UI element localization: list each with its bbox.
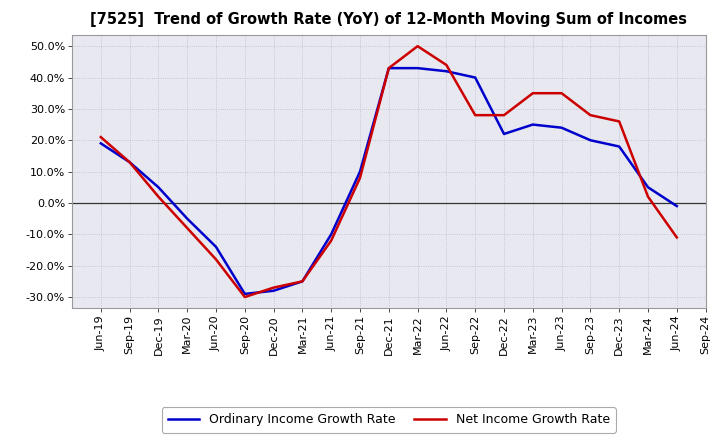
Ordinary Income Growth Rate [586, 138, 595, 143]
Ordinary Income Growth Rate [442, 69, 451, 74]
Net Income Growth Rate [125, 160, 134, 165]
Ordinary Income Growth Rate [500, 131, 508, 136]
Net Income Growth Rate [327, 238, 336, 243]
Net Income Growth Rate [557, 91, 566, 96]
Line: Net Income Growth Rate: Net Income Growth Rate [101, 46, 677, 297]
Ordinary Income Growth Rate [125, 160, 134, 165]
Net Income Growth Rate [183, 225, 192, 231]
Ordinary Income Growth Rate [212, 244, 220, 249]
Line: Ordinary Income Growth Rate: Ordinary Income Growth Rate [101, 68, 677, 294]
Ordinary Income Growth Rate [356, 169, 364, 174]
Ordinary Income Growth Rate [269, 288, 278, 293]
Net Income Growth Rate [586, 113, 595, 118]
Net Income Growth Rate [240, 294, 249, 300]
Ordinary Income Growth Rate [96, 141, 105, 146]
Net Income Growth Rate [269, 285, 278, 290]
Ordinary Income Growth Rate [471, 75, 480, 80]
Net Income Growth Rate [212, 257, 220, 262]
Net Income Growth Rate [356, 175, 364, 180]
Net Income Growth Rate [615, 119, 624, 124]
Ordinary Income Growth Rate [557, 125, 566, 130]
Ordinary Income Growth Rate [413, 66, 422, 71]
Net Income Growth Rate [644, 194, 652, 199]
Ordinary Income Growth Rate [298, 279, 307, 284]
Ordinary Income Growth Rate [672, 203, 681, 209]
Net Income Growth Rate [154, 194, 163, 199]
Ordinary Income Growth Rate [384, 66, 393, 71]
Net Income Growth Rate [672, 235, 681, 240]
Net Income Growth Rate [500, 113, 508, 118]
Ordinary Income Growth Rate [644, 185, 652, 190]
Ordinary Income Growth Rate [528, 122, 537, 127]
Ordinary Income Growth Rate [154, 185, 163, 190]
Net Income Growth Rate [528, 91, 537, 96]
Net Income Growth Rate [384, 66, 393, 71]
Legend: Ordinary Income Growth Rate, Net Income Growth Rate: Ordinary Income Growth Rate, Net Income … [161, 407, 616, 433]
Net Income Growth Rate [471, 113, 480, 118]
Title: [7525]  Trend of Growth Rate (YoY) of 12-Month Moving Sum of Incomes: [7525] Trend of Growth Rate (YoY) of 12-… [90, 12, 688, 27]
Ordinary Income Growth Rate [327, 232, 336, 237]
Ordinary Income Growth Rate [183, 216, 192, 221]
Net Income Growth Rate [298, 279, 307, 284]
Ordinary Income Growth Rate [240, 291, 249, 297]
Net Income Growth Rate [442, 62, 451, 68]
Ordinary Income Growth Rate [615, 144, 624, 149]
Net Income Growth Rate [413, 44, 422, 49]
Net Income Growth Rate [96, 135, 105, 140]
